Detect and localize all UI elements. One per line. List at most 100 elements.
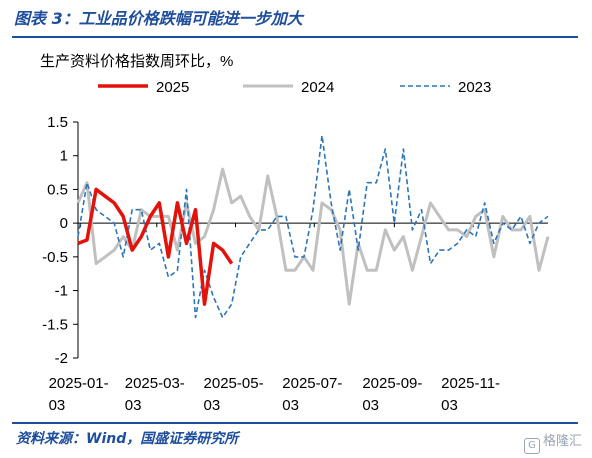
data-point-2023	[348, 188, 350, 190]
data-point-2023	[484, 202, 486, 204]
data-point-2024	[176, 249, 178, 251]
data-point-2024	[538, 269, 540, 271]
data-point-2023	[312, 209, 314, 211]
data-point-2024	[393, 249, 395, 251]
data-point-2024	[402, 236, 404, 238]
legend-label-2023: 2023	[458, 79, 491, 96]
data-point-2024	[113, 249, 115, 251]
y-tick-label: 1	[60, 148, 68, 165]
data-point-2024	[195, 242, 197, 244]
data-point-2025	[176, 202, 178, 204]
data-point-2023	[113, 222, 115, 224]
x-tick-label: 03	[204, 397, 221, 414]
data-point-2023	[384, 148, 386, 150]
chart-axes: 1.5 1 0.5 0 -0.5 -1 -1.5 -2 2025-01- 03 2025-03- 03…	[42, 114, 548, 414]
data-point-2023	[167, 276, 169, 278]
data-point-2024	[439, 215, 441, 217]
x-tick-label: 2025-09-	[362, 375, 422, 392]
data-point-2024	[411, 269, 413, 271]
data-point-2023	[375, 182, 377, 184]
series-layer	[76, 134, 550, 319]
data-point-2025	[167, 256, 169, 258]
x-tick-label: 03	[441, 397, 458, 414]
data-point-2023	[222, 317, 224, 319]
source-note: 资料来源：Wind，国盛证券研究所	[16, 431, 239, 447]
data-point-2023	[303, 256, 305, 258]
x-tick-label: 2025-07-	[282, 375, 342, 392]
data-point-2025	[149, 215, 151, 217]
data-point-2024	[77, 202, 79, 204]
data-point-2024	[122, 236, 124, 238]
data-point-2024	[249, 215, 251, 217]
data-point-2024	[421, 236, 423, 238]
data-point-2023	[357, 249, 359, 251]
data-point-2023	[511, 229, 513, 231]
data-point-2024	[104, 256, 106, 258]
data-point-2023	[131, 209, 133, 211]
data-point-2023	[339, 249, 341, 251]
data-point-2024	[529, 215, 531, 217]
x-tick-label: 03	[362, 397, 379, 414]
legend-label-2025: 2025	[156, 79, 189, 96]
data-point-2024	[502, 215, 504, 217]
data-point-2024	[348, 303, 350, 305]
data-point-2023	[276, 215, 278, 217]
data-point-2025	[77, 242, 79, 244]
data-point-2023	[330, 202, 332, 204]
data-point-2024	[448, 229, 450, 231]
y-tick-label: -2	[55, 350, 68, 367]
data-point-2025	[231, 263, 233, 265]
data-point-2024	[384, 229, 386, 231]
series-line-2025	[77, 187, 234, 306]
y-axis-label: 生产资料价格指数周环比，%	[40, 53, 233, 70]
data-point-2025	[131, 249, 133, 251]
data-point-2023	[547, 215, 549, 217]
series-line-2024	[76, 167, 550, 306]
data-point-2023	[529, 242, 531, 244]
data-point-2024	[240, 195, 242, 197]
data-point-2023	[448, 249, 450, 251]
data-point-2023	[258, 229, 260, 231]
data-point-2025	[213, 242, 215, 244]
data-point-2023	[267, 229, 269, 231]
data-point-2023	[140, 209, 142, 211]
data-point-2024	[222, 168, 224, 170]
data-point-2023	[321, 135, 323, 137]
series-line-2023	[77, 134, 549, 319]
data-point-2023	[294, 256, 296, 258]
data-point-2024	[520, 229, 522, 231]
x-tick-label: 2025-01-	[49, 375, 109, 392]
figure-title: 图表 3：工业品价格跌幅可能进一步加大	[14, 9, 303, 28]
y-tick-label: -1	[55, 283, 68, 300]
y-tick-label: 0.5	[47, 181, 68, 198]
data-point-2023	[149, 249, 151, 251]
data-point-2023	[231, 303, 233, 305]
y-tick-label: 0	[60, 215, 68, 232]
data-point-2024	[375, 269, 377, 271]
data-point-2025	[204, 303, 206, 305]
x-tick-label: 03	[125, 397, 142, 414]
data-point-2023	[86, 182, 88, 184]
data-point-2023	[475, 236, 477, 238]
x-tick-label: 03	[282, 397, 299, 414]
x-tick-label: 2025-05-	[204, 375, 264, 392]
data-point-2024	[294, 269, 296, 271]
data-point-2024	[231, 202, 233, 204]
data-point-2023	[186, 188, 188, 190]
line-chart: 生产资料价格指数周环比，% 2025 2024 2023 1.5 1 0.5 0 -0.5 -…	[40, 53, 550, 414]
data-point-2025	[186, 242, 188, 244]
data-point-2023	[95, 209, 97, 211]
data-point-2024	[167, 215, 169, 217]
data-point-2023	[411, 229, 413, 231]
data-point-2024	[475, 215, 477, 217]
data-point-2023	[457, 242, 459, 244]
data-point-2025	[113, 202, 115, 204]
data-point-2024	[95, 263, 97, 265]
data-point-2023	[77, 236, 79, 238]
data-point-2023	[158, 242, 160, 244]
data-point-2023	[439, 249, 441, 251]
data-point-2023	[249, 242, 251, 244]
data-point-2025	[86, 239, 88, 241]
data-point-2025	[222, 249, 224, 251]
data-point-2023	[195, 317, 197, 319]
